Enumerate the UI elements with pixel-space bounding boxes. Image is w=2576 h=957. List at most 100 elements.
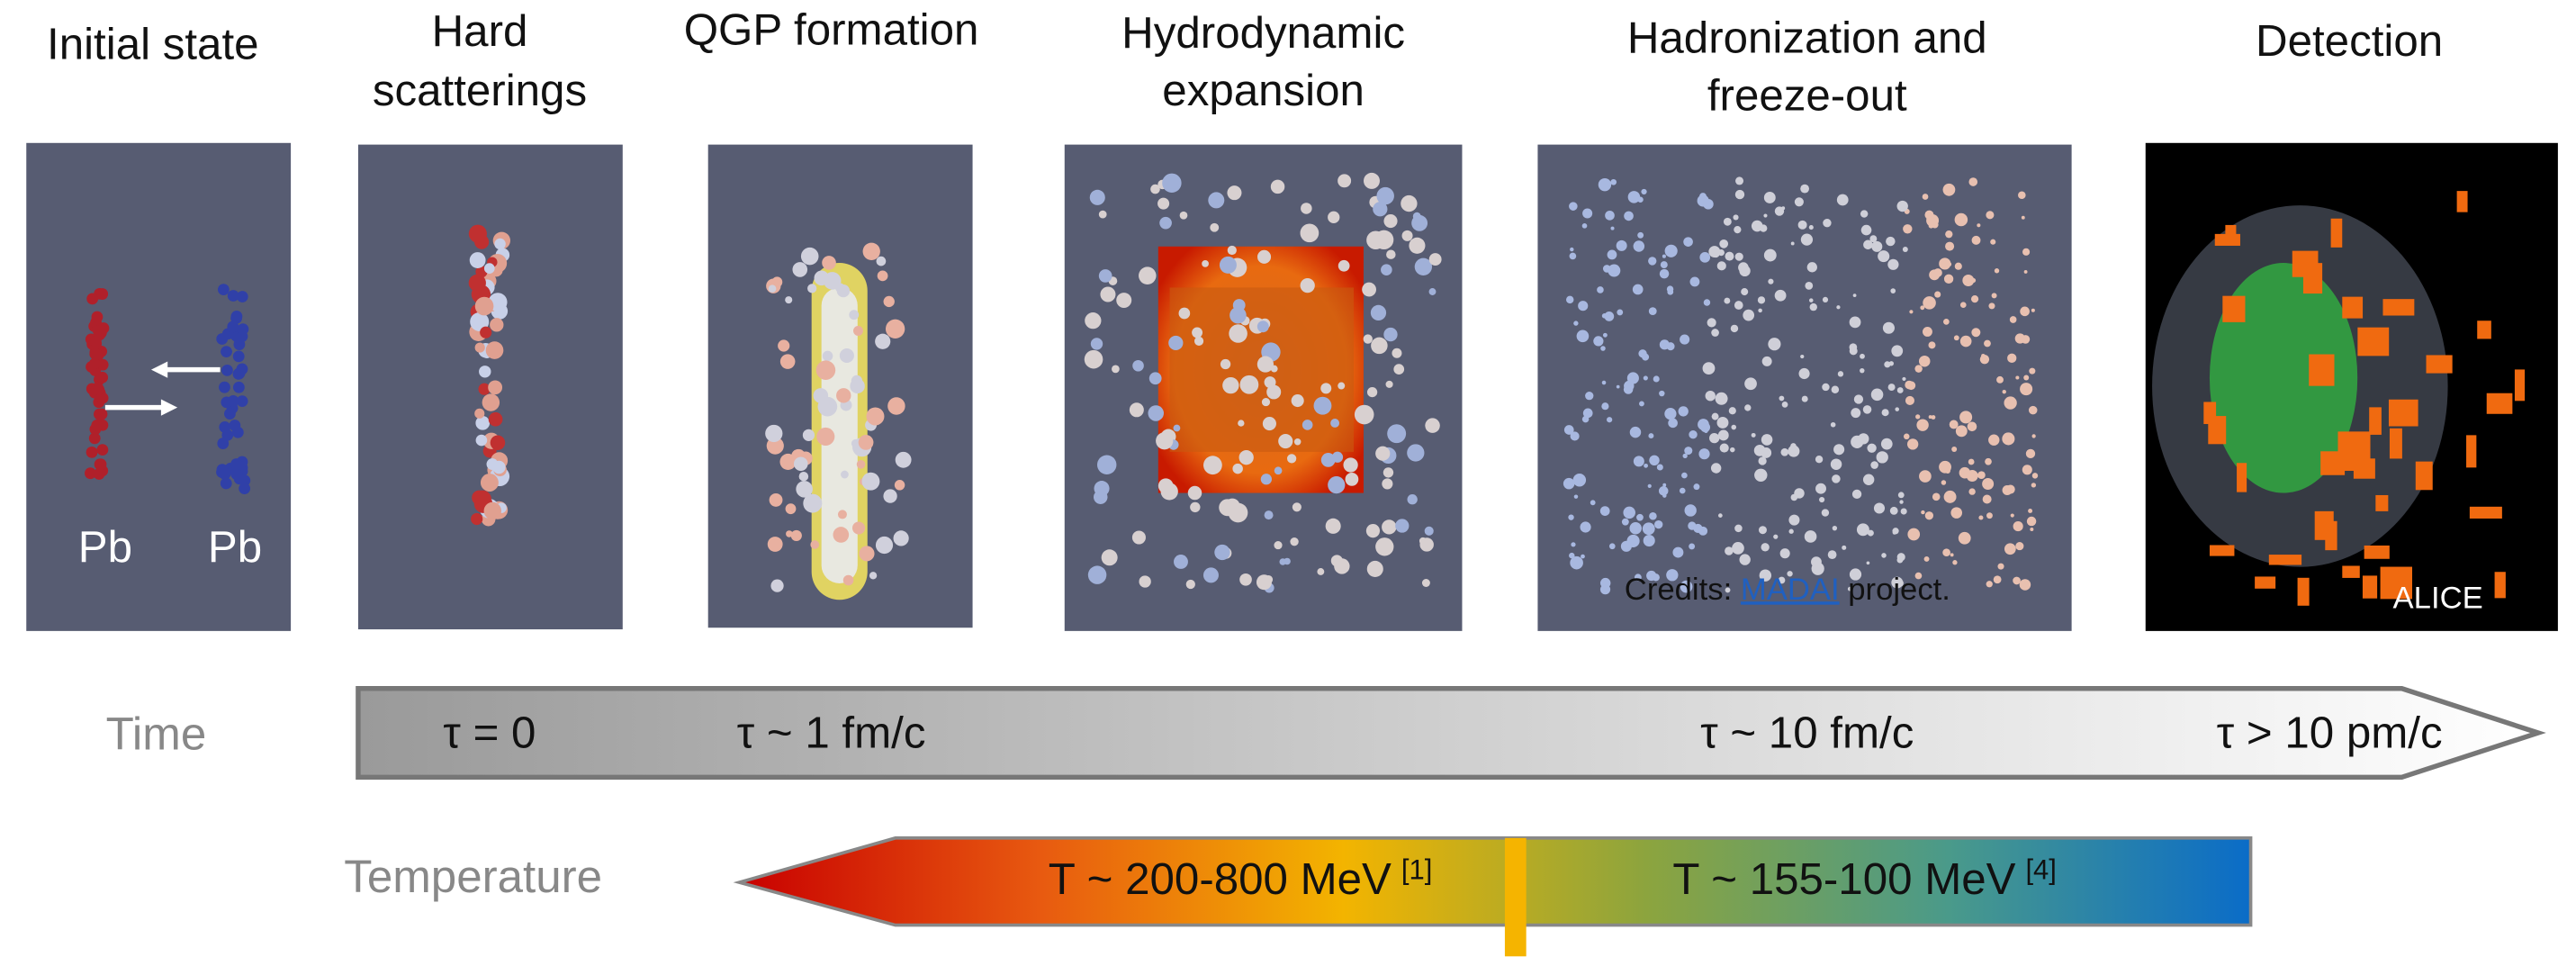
particle [1220,359,1230,369]
calorimeter-tower [2457,191,2468,212]
particle [233,368,245,380]
particle [1099,269,1112,283]
particle [1649,456,1659,465]
particle [779,454,796,470]
particle [1731,425,1736,430]
particle [877,257,887,266]
particle [1740,554,1751,564]
particle [1734,226,1741,233]
particle [1116,293,1131,308]
particle [1383,328,1397,341]
particle [1863,405,1872,414]
particle [1629,522,1641,534]
particle [1709,433,1719,443]
particle [1805,282,1813,290]
particle [1220,257,1237,274]
particle [1919,470,1932,483]
particle [1945,242,1954,251]
particle [475,297,494,316]
particle [1768,279,1773,284]
particle [1590,500,1596,505]
particle [1373,202,1387,216]
particle [807,284,816,293]
particle [1648,484,1652,488]
particle [474,409,484,419]
particle [1091,338,1103,349]
particle [1161,483,1178,500]
calorimeter-tower [2495,572,2506,598]
credits-link[interactable]: MADAI [1741,573,1840,607]
calorimeter-tower [2222,296,2245,322]
particle [857,460,866,469]
particle [95,458,107,470]
particle [1622,519,1629,526]
particle [816,428,834,446]
particle [1717,417,1729,429]
particle [1883,322,1895,334]
particle [1240,375,1259,394]
particle [1809,225,1814,230]
particle [1809,298,1814,302]
particle [1915,414,1920,419]
particle [86,293,98,304]
particle [1683,454,1688,458]
particle [1795,197,1804,206]
reference: [1] [1401,853,1432,885]
particle [1386,381,1393,388]
particle [1867,444,1876,453]
particle [1190,502,1200,512]
particle [1831,458,1842,469]
particle [1877,451,1888,463]
particle [1582,208,1592,218]
particle [1597,286,1604,293]
particle [1971,328,1980,337]
particle [1624,384,1633,393]
particle [97,444,109,456]
particle [1860,210,1868,217]
calorimeter-tower [2315,511,2334,540]
particle [1386,249,1395,258]
particle [1868,530,1874,537]
particle [1338,260,1350,272]
particle [1704,299,1710,305]
particle [1085,312,1101,329]
particle [1887,259,1898,270]
particle [1951,447,1957,452]
particle [1419,537,1427,545]
particle [1601,402,1608,410]
particle [1994,575,2002,583]
particle [484,502,501,519]
particle [219,467,230,479]
particle [1617,309,1623,315]
time-mark: τ > 10 pm/c [2217,708,2443,757]
particle [1573,474,1586,486]
particle [1607,417,1612,422]
particle [1955,263,1962,270]
particle [1823,297,1828,302]
particle [1822,384,1829,391]
particle [1097,456,1116,474]
particle [1703,362,1716,375]
particle [1375,447,1390,461]
particle [1788,515,1799,526]
particle [1983,494,1992,503]
particle [1401,195,1417,212]
particle [469,225,487,243]
particle [1735,176,1743,185]
particle [1210,223,1219,232]
particle [1732,542,1744,555]
particle [1968,488,1975,494]
particle [1744,377,1757,390]
particle [1807,262,1817,272]
particle [894,530,909,546]
stage-title: freeze-out [1707,70,1907,120]
particle [1800,185,1809,194]
particle [1662,483,1666,487]
particle [1578,301,1588,311]
particle [1569,202,1578,211]
particle [1664,408,1676,420]
credits: Credits: MADAI project. [1625,573,1950,607]
particle [1712,413,1719,420]
particle [1929,415,1932,419]
particle [1338,174,1351,187]
